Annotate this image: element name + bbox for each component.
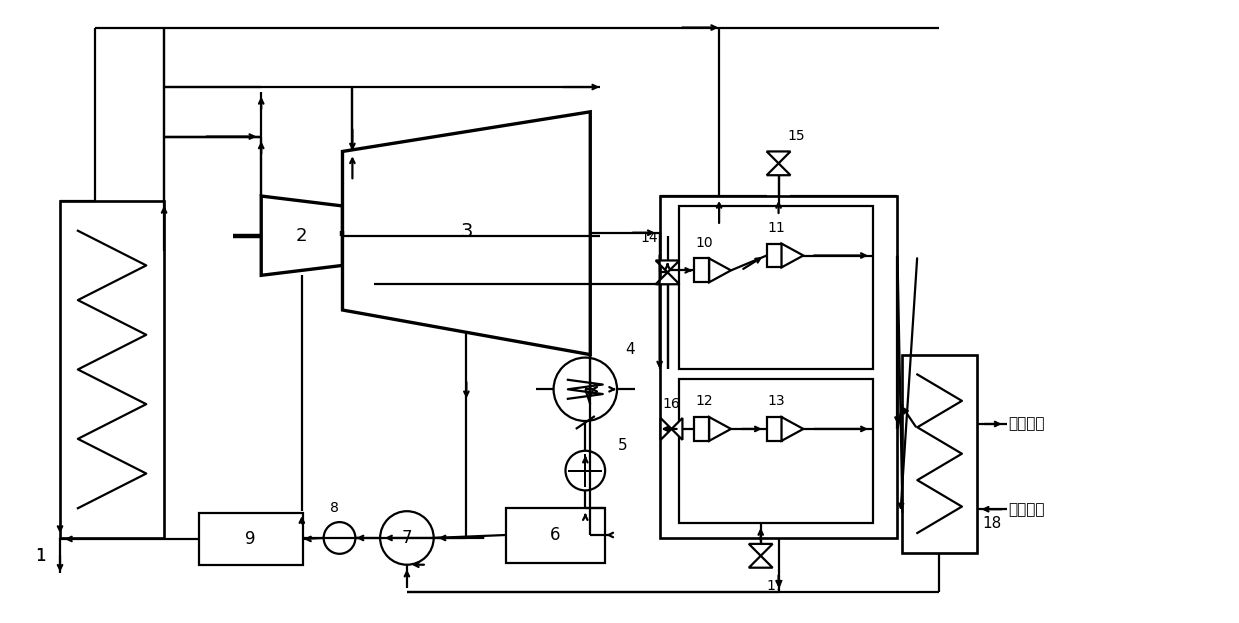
Text: 7: 7 [401,529,413,547]
Text: 12: 12 [695,394,714,408]
Polygon shape [709,417,731,441]
Text: 11: 11 [768,221,786,235]
Text: 5: 5 [618,439,628,454]
Text: 6: 6 [550,526,561,544]
Text: 热网水出: 热网水出 [1009,417,1044,432]
Bar [198,513,302,564]
Polygon shape [261,196,342,275]
Text: 18: 18 [983,516,1001,531]
Text: 8: 8 [330,502,339,515]
Polygon shape [782,244,803,267]
Polygon shape [709,259,731,282]
Text: 3: 3 [460,222,472,241]
Bar [694,259,709,282]
Polygon shape [655,272,679,284]
Text: 4: 4 [626,342,634,357]
Polygon shape [767,163,790,175]
Text: 1: 1 [35,547,46,565]
Polygon shape [655,260,679,272]
Bar [506,508,605,563]
Text: 2: 2 [296,227,307,245]
Polygon shape [767,151,790,163]
Bar [659,196,897,538]
Text: 13: 13 [768,394,786,408]
Polygon shape [342,112,590,354]
Bar [59,201,164,538]
Bar [902,354,976,553]
Text: 17: 17 [767,579,784,592]
Polygon shape [782,417,803,441]
Text: 9: 9 [245,530,255,548]
Text: 热网水进: 热网水进 [1009,502,1044,516]
Text: 14: 14 [641,231,659,245]
Bar [767,244,782,267]
Text: 15: 15 [788,128,805,143]
Polygon shape [748,544,773,556]
Text: 1: 1 [35,547,46,565]
Polygon shape [660,418,672,440]
Bar [694,417,709,441]
Bar [767,417,782,441]
Text: 10: 10 [695,235,714,250]
Polygon shape [672,418,683,440]
Text: 16: 16 [663,397,680,411]
Bar [679,379,872,523]
Bar [679,206,872,369]
Polygon shape [748,556,773,568]
